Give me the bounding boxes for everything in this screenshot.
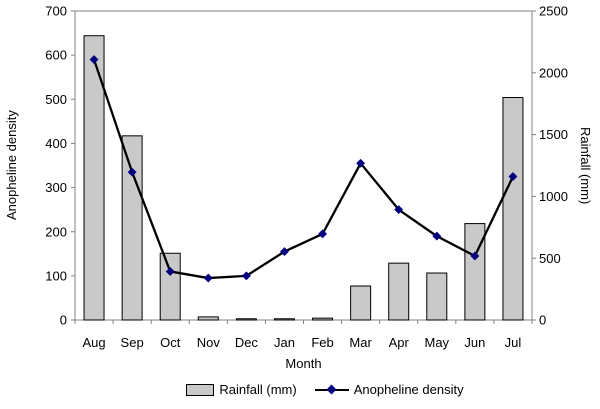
rainfall-bar	[426, 272, 448, 321]
left-axis-tick-label: 500	[45, 92, 67, 107]
x-axis-title: Month	[285, 356, 322, 371]
rainfall-bar	[235, 318, 257, 321]
rainfall-bar-swatch-icon	[186, 383, 215, 396]
anopheline-density-marker-icon	[356, 158, 366, 168]
rainfall-bar	[121, 135, 143, 321]
rainfall-bar	[388, 262, 410, 321]
rainfall-bar	[159, 252, 181, 321]
legend-label-anopheline: Anopheline density	[353, 382, 464, 397]
x-axis-category-label: Jul	[505, 335, 522, 350]
anopheline-density-marker-icon	[394, 205, 404, 215]
left-axis-tick-label: 400	[45, 136, 67, 151]
left-axis-tick-label: 200	[45, 224, 67, 239]
x-axis-category-label: Jun	[464, 335, 485, 350]
x-axis-category-label: Dec	[235, 335, 259, 350]
anopheline-density-marker-icon	[89, 55, 99, 65]
left-axis-tick-label: 100	[45, 268, 67, 283]
x-axis-category-label: Oct	[160, 335, 181, 350]
left-axis-tick-label: 0	[60, 313, 67, 328]
anopheline-density-marker-icon	[203, 273, 213, 283]
right-axis-tick-label: 2000	[539, 65, 568, 80]
x-axis-category-label: Feb	[311, 335, 333, 350]
left-y-axis-title: Anopheline density	[4, 110, 19, 221]
x-axis-category-label: Mar	[349, 335, 372, 350]
right-y-axis-title: Rainfall (mm)	[578, 126, 593, 205]
rainfall-bar	[273, 318, 295, 321]
anopheline-density-marker-icon	[127, 167, 137, 177]
anopheline-density-marker-icon	[165, 266, 175, 276]
left-axis-tick-label: 600	[45, 48, 67, 63]
right-axis-tick-label: 500	[539, 251, 561, 266]
legend-label-rainfall: Rainfall (mm)	[219, 382, 297, 397]
left-axis-tick-label: 700	[45, 4, 67, 19]
right-axis-tick-label: 1000	[539, 189, 568, 204]
anopheline-density-marker-icon	[432, 231, 442, 241]
right-axis-tick-label: 0	[539, 313, 546, 328]
x-axis-category-label: Sep	[121, 335, 144, 350]
x-axis-category-label: Aug	[82, 335, 105, 350]
legend-item-anopheline: Anopheline density	[314, 382, 464, 397]
x-axis-category-label: Nov	[197, 335, 221, 350]
rainfall-bar	[502, 97, 524, 321]
rainfall-bar	[83, 35, 105, 321]
right-axis-tick-label: 2500	[539, 4, 568, 19]
anopheline-density-marker-icon	[279, 247, 290, 257]
legend: Rainfall (mm) Anopheline density	[0, 382, 600, 397]
right-axis-tick-label: 1500	[539, 127, 568, 142]
anopheline-density-marker-icon	[317, 229, 328, 239]
x-axis-category-label: May	[425, 335, 450, 350]
rainfall-bar	[312, 317, 334, 321]
legend-diamond-marker-icon	[326, 384, 337, 395]
rainfall-bar	[197, 316, 219, 321]
anopheline-density-marker-icon	[470, 251, 480, 261]
x-axis-category-label: Apr	[389, 335, 410, 350]
left-axis-tick-label: 300	[45, 180, 67, 195]
anopheline-density-marker-icon	[241, 271, 251, 281]
x-axis-category-label: Jan	[274, 335, 295, 350]
anopheline-line-swatch-icon	[314, 384, 349, 395]
legend-item-rainfall: Rainfall (mm)	[186, 382, 297, 397]
rainfall-bar	[350, 285, 372, 321]
anopheline-density-line	[92, 58, 515, 280]
anopheline-density-marker-icon	[508, 171, 518, 182]
rainfall-bar	[464, 223, 486, 321]
